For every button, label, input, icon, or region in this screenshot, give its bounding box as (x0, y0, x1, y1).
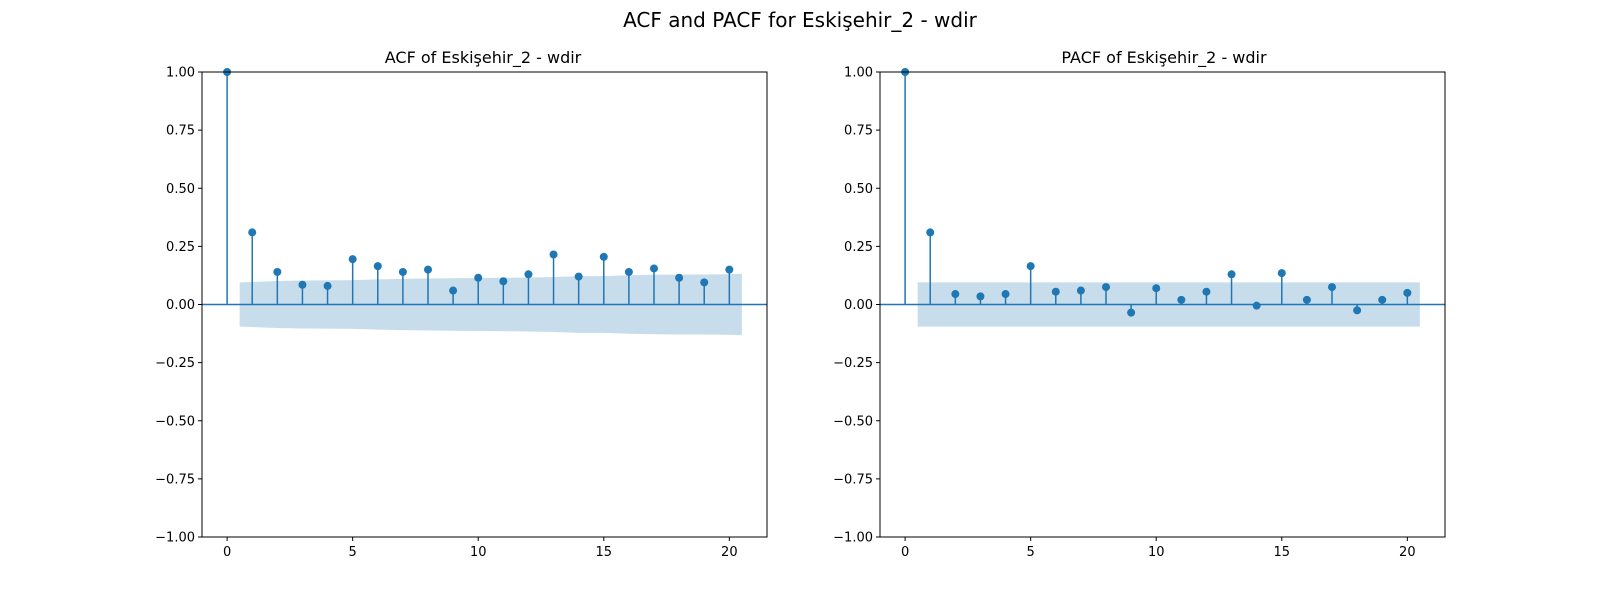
pacf-marker-lag-17 (1328, 283, 1336, 292)
pacf-panel: PACF of Eskişehir_2 - wdir −1.00 −0.75 −0.… (833, 48, 1446, 560)
acf-marker-lag-17 (650, 264, 658, 273)
acf-ytick-label: 0.00 (166, 298, 195, 313)
pacf-marker-lag-8 (1102, 283, 1110, 292)
acf-marker-lag-12 (524, 270, 533, 279)
acf-ytick-label: 0.75 (166, 124, 195, 139)
acf-marker-lag-15 (599, 252, 608, 261)
pacf-marker-lag-7 (1076, 286, 1085, 295)
pacf-marker-lag-10 (1152, 284, 1161, 293)
acf-ytick-label: −0.50 (155, 414, 195, 429)
pacf-marker-lag-15 (1277, 269, 1286, 278)
acf-xtick-label: 5 (349, 545, 357, 560)
acf-marker-lag-6 (373, 262, 382, 271)
acf-marker-lag-7 (398, 267, 407, 276)
pacf-xtick-label: 10 (1148, 545, 1165, 560)
pacf-ytick-label: −0.25 (833, 356, 873, 371)
pacf-marker-lag-9 (1127, 308, 1136, 317)
pacf-ytick-label: 0.00 (844, 298, 873, 313)
pacf-marker-lag-6 (1051, 287, 1060, 296)
acf-marker-lag-3 (298, 280, 307, 289)
acf-ytick-label: −0.75 (155, 472, 195, 487)
acf-marker-lag-4 (323, 281, 332, 290)
pacf-ytick-label: −1.00 (833, 531, 873, 546)
acf-ytick-label: 1.00 (166, 66, 195, 81)
pacf-title: PACF of Eskişehir_2 - wdir (1061, 48, 1267, 68)
pacf-marker-lag-14 (1252, 301, 1261, 310)
acf-marker-lag-13 (549, 250, 558, 259)
acf-panel: ACF of Eskişehir_2 - wdir −1.00 −0.75 −0.5… (155, 48, 768, 560)
pacf-marker-lag-1 (926, 228, 935, 237)
acf-xtick-label: 15 (596, 545, 613, 560)
pacf-ytick-label: −0.50 (833, 414, 873, 429)
pacf-marker-lag-2 (951, 290, 960, 299)
pacf-marker-lag-18 (1353, 306, 1362, 315)
pacf-marker-lag-20 (1403, 288, 1412, 297)
acf-xtick-label: 20 (721, 545, 738, 560)
acf-marker-lag-19 (700, 278, 709, 287)
pacf-ytick-label: 0.50 (844, 182, 873, 197)
pacf-marker-lag-19 (1378, 295, 1387, 304)
acf-marker-lag-8 (424, 265, 432, 274)
pacf-ytick-label: 0.25 (844, 240, 873, 255)
pacf-marker-lag-13 (1227, 270, 1236, 279)
pacf-ytick-label: 0.75 (844, 124, 873, 139)
acf-xtick-label: 0 (223, 545, 231, 560)
pacf-marker-lag-16 (1302, 295, 1311, 304)
acf-marker-lag-5 (348, 255, 357, 264)
pacf-marker-lag-3 (976, 292, 985, 301)
pacf-marker-lag-11 (1177, 295, 1186, 304)
acf-marker-lag-1 (248, 228, 257, 237)
acf-marker-lag-16 (624, 267, 633, 276)
pacf-ytick-label: −0.75 (833, 472, 873, 487)
acf-ytick-label: 0.25 (166, 240, 195, 255)
acf-marker-lag-10 (474, 273, 483, 282)
acf-ytick-label: −0.25 (155, 356, 195, 371)
pacf-ytick-label: 1.00 (844, 66, 873, 81)
acf-marker-lag-18 (675, 273, 684, 282)
acf-marker-lag-9 (449, 286, 458, 295)
acf-xtick-label: 10 (470, 545, 487, 560)
pacf-xtick-label: 0 (901, 545, 909, 560)
figure-title: ACF and PACF for Eskişehir_2 - wdir (623, 8, 978, 32)
pacf-marker-lag-12 (1202, 287, 1211, 296)
acf-ytick-label: −1.00 (155, 531, 195, 546)
acf-marker-lag-2 (273, 267, 282, 276)
acf-marker-lag-14 (574, 272, 583, 281)
pacf-xtick-label: 20 (1399, 545, 1416, 560)
acf-marker-lag-20 (725, 265, 734, 274)
acf-ytick-label: 0.50 (166, 182, 195, 197)
pacf-marker-lag-5 (1026, 262, 1035, 271)
pacf-xtick-label: 15 (1274, 545, 1291, 560)
acf-title: ACF of Eskişehir_2 - wdir (385, 48, 582, 68)
acf-marker-lag-11 (499, 277, 508, 286)
pacf-marker-lag-4 (1001, 290, 1010, 299)
pacf-xtick-label: 5 (1027, 545, 1035, 560)
